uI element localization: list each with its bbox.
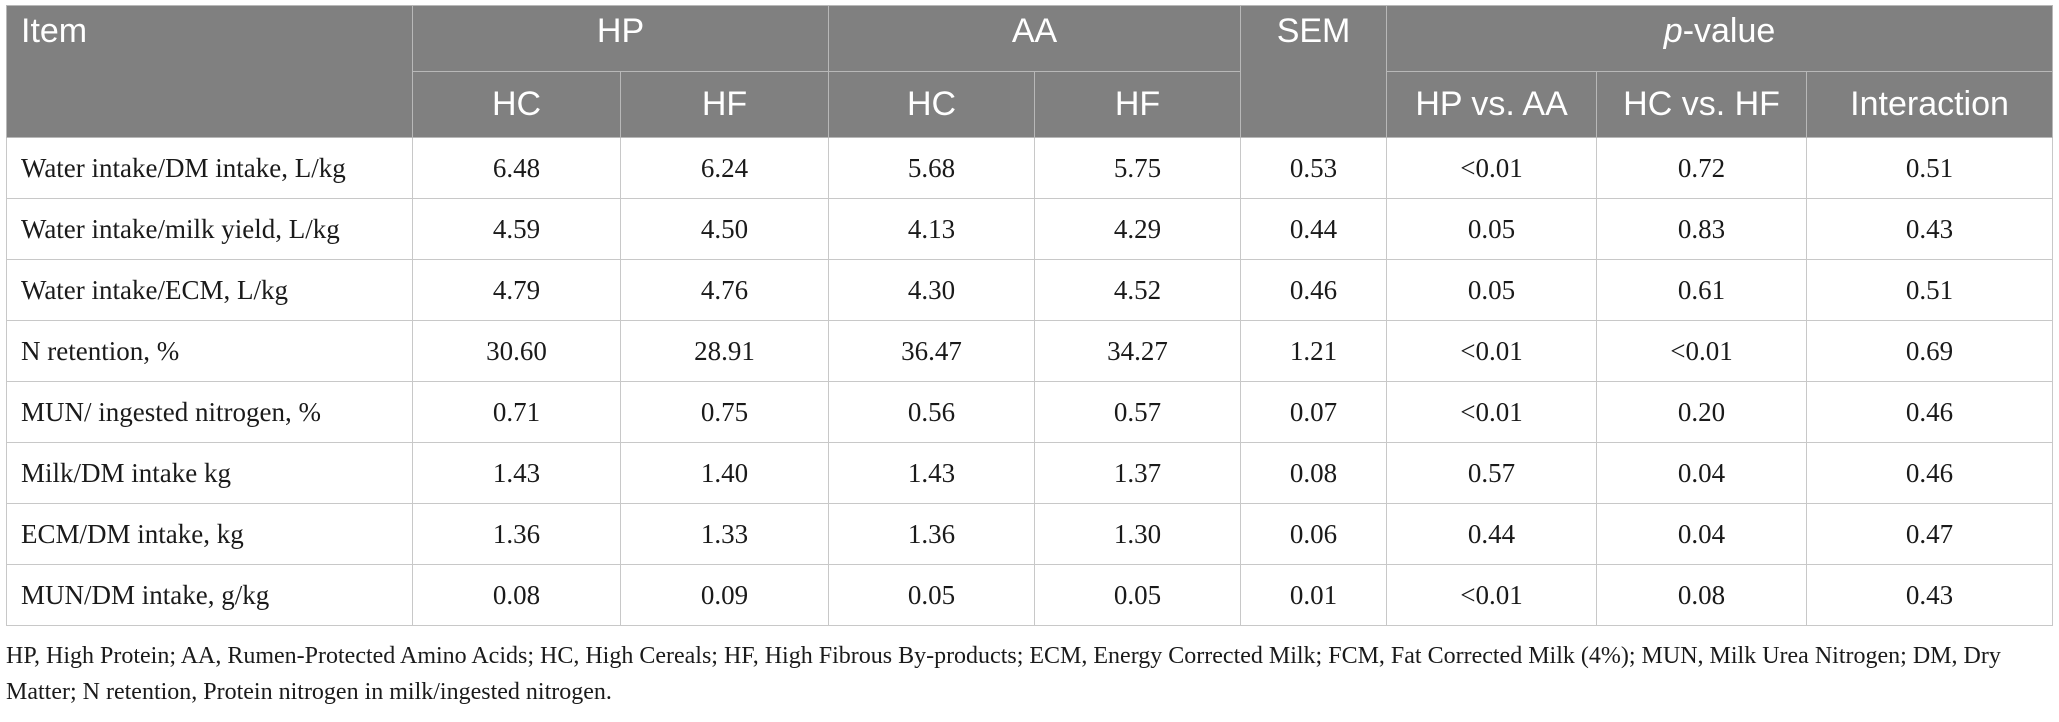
table-body: Water intake/DM intake, L/kg 6.48 6.24 5.68… bbox=[6, 137, 2054, 626]
table-cell: 1.43 bbox=[412, 442, 621, 504]
table-cell: 0.57 bbox=[1386, 442, 1598, 504]
table-cell: 0.08 bbox=[412, 564, 621, 626]
table-cell: 0.01 bbox=[1240, 564, 1388, 626]
header-hc-vs-hf: HC vs. HF bbox=[1596, 71, 1808, 138]
header-pvalue: p-value bbox=[1386, 5, 2054, 72]
row-label: Milk/DM intake kg bbox=[6, 442, 413, 504]
table-cell: 4.79 bbox=[412, 259, 621, 321]
row-label: N retention, % bbox=[6, 320, 413, 382]
header-aa-hc: HC bbox=[828, 71, 1036, 138]
data-table-container: Item HP AA SEM p-value HC HF HC HF HP vs… bbox=[6, 5, 2054, 626]
table-header: Item HP AA SEM p-value HC HF HC HF HP vs… bbox=[6, 5, 2054, 138]
table-row: MUN/ ingested nitrogen, % 0.71 0.75 0.56 0.5… bbox=[6, 381, 2054, 443]
row-label: MUN/ ingested nitrogen, % bbox=[6, 381, 413, 443]
table-cell: <0.01 bbox=[1386, 320, 1598, 382]
table-row: Water intake/ECM, L/kg 4.79 4.76 4.30 4.52 0.… bbox=[6, 259, 2054, 321]
table-cell: 0.43 bbox=[1806, 564, 2054, 626]
table-cell: 1.33 bbox=[619, 503, 830, 565]
table-cell: 0.61 bbox=[1596, 259, 1808, 321]
table-cell: 0.06 bbox=[1240, 503, 1388, 565]
table-cell: 4.13 bbox=[828, 198, 1036, 260]
header-item: Item bbox=[6, 5, 413, 138]
table-cell: 5.68 bbox=[828, 137, 1036, 199]
table-cell: 0.75 bbox=[619, 381, 830, 443]
header-group-hp: HP bbox=[411, 5, 830, 72]
header-aa-hf: HF bbox=[1034, 71, 1242, 138]
table-cell: 36.47 bbox=[828, 320, 1036, 382]
table-cell: 1.37 bbox=[1034, 442, 1242, 504]
table-row: Water intake/milk yield, L/kg 4.59 4.50 4.1… bbox=[6, 198, 2054, 260]
table-cell: 0.44 bbox=[1386, 503, 1598, 565]
table-cell: 0.46 bbox=[1240, 259, 1388, 321]
table-cell: 0.46 bbox=[1806, 381, 2054, 443]
table-cell: 0.46 bbox=[1806, 442, 2054, 504]
header-hp-hc: HC bbox=[412, 71, 621, 138]
table-cell: <0.01 bbox=[1386, 564, 1598, 626]
table-cell: 0.05 bbox=[828, 564, 1036, 626]
header-sem: SEM bbox=[1240, 5, 1388, 138]
table-cell: 1.36 bbox=[412, 503, 621, 565]
header-pvalue-rest: -value bbox=[1682, 12, 1776, 50]
header-pvalue-p: p bbox=[1663, 12, 1683, 50]
header-group-aa: AA bbox=[828, 5, 1242, 72]
table-cell: 4.59 bbox=[412, 198, 621, 260]
table-row: Water intake/DM intake, L/kg 6.48 6.24 5.68… bbox=[6, 137, 2054, 199]
table-cell: 4.76 bbox=[619, 259, 830, 321]
table-cell: 0.04 bbox=[1596, 442, 1808, 504]
table-cell: 0.83 bbox=[1596, 198, 1808, 260]
table-cell: 4.30 bbox=[828, 259, 1036, 321]
table-row: Milk/DM intake kg 1.43 1.40 1.43 1.37 0.08 0.5… bbox=[6, 442, 2054, 504]
row-label: MUN/DM intake, g/kg bbox=[6, 564, 413, 626]
row-label: Water intake/ECM, L/kg bbox=[6, 259, 413, 321]
table-cell: 4.29 bbox=[1034, 198, 1242, 260]
table-cell: 0.09 bbox=[619, 564, 830, 626]
table-cell: <0.01 bbox=[1596, 320, 1808, 382]
table-cell: 0.57 bbox=[1034, 381, 1242, 443]
table-cell: 6.48 bbox=[412, 137, 621, 199]
table-cell: 1.36 bbox=[828, 503, 1036, 565]
table-cell: 1.30 bbox=[1034, 503, 1242, 565]
table-cell: 0.51 bbox=[1806, 259, 2054, 321]
table-cell: <0.01 bbox=[1386, 381, 1598, 443]
table-cell: 6.24 bbox=[619, 137, 830, 199]
table-cell: 0.71 bbox=[412, 381, 621, 443]
row-label: Water intake/DM intake, L/kg bbox=[6, 137, 413, 199]
table-cell: 0.72 bbox=[1596, 137, 1808, 199]
table-cell: 0.07 bbox=[1240, 381, 1388, 443]
row-label: Water intake/milk yield, L/kg bbox=[6, 198, 413, 260]
table-row: ECM/DM intake, kg 1.36 1.33 1.36 1.30 0.06 0.4… bbox=[6, 503, 2054, 565]
table-cell: 0.69 bbox=[1806, 320, 2054, 382]
table-cell: <0.01 bbox=[1386, 137, 1598, 199]
table-row: MUN/DM intake, g/kg 0.08 0.09 0.05 0.05 0.01 <… bbox=[6, 564, 2054, 626]
header-hp-hf: HF bbox=[619, 71, 830, 138]
table-cell: 4.50 bbox=[619, 198, 830, 260]
header-interaction: Interaction bbox=[1806, 71, 2054, 138]
table-cell: 0.20 bbox=[1596, 381, 1808, 443]
table-cell: 4.52 bbox=[1034, 259, 1242, 321]
table-cell: 0.47 bbox=[1806, 503, 2054, 565]
table-cell: 0.44 bbox=[1240, 198, 1388, 260]
table-cell: 0.56 bbox=[828, 381, 1036, 443]
table-cell: 0.04 bbox=[1596, 503, 1808, 565]
table-cell: 0.43 bbox=[1806, 198, 2054, 260]
table-cell: 0.05 bbox=[1386, 259, 1598, 321]
table-cell: 28.91 bbox=[619, 320, 830, 382]
row-label: ECM/DM intake, kg bbox=[6, 503, 413, 565]
table-cell: 0.05 bbox=[1386, 198, 1598, 260]
table-footnote: HP, High Protein; AA, Rumen-Protected Am… bbox=[6, 643, 2001, 705]
results-table: Item HP AA SEM p-value HC HF HC HF HP vs… bbox=[6, 5, 2054, 626]
table-cell: 0.08 bbox=[1240, 442, 1388, 504]
table-cell: 1.40 bbox=[619, 442, 830, 504]
table-row: N retention, % 30.60 28.91 36.47 34.27 1.21 <0… bbox=[6, 320, 2054, 382]
header-hp-vs-aa: HP vs. AA bbox=[1386, 71, 1598, 138]
table-cell: 0.51 bbox=[1806, 137, 2054, 199]
table-cell: 30.60 bbox=[412, 320, 621, 382]
table-cell: 1.43 bbox=[828, 442, 1036, 504]
table-cell: 0.05 bbox=[1034, 564, 1242, 626]
table-cell: 34.27 bbox=[1034, 320, 1242, 382]
table-cell: 1.21 bbox=[1240, 320, 1388, 382]
table-cell: 5.75 bbox=[1034, 137, 1242, 199]
table-cell: 0.53 bbox=[1240, 137, 1388, 199]
table-cell: 0.08 bbox=[1596, 564, 1808, 626]
